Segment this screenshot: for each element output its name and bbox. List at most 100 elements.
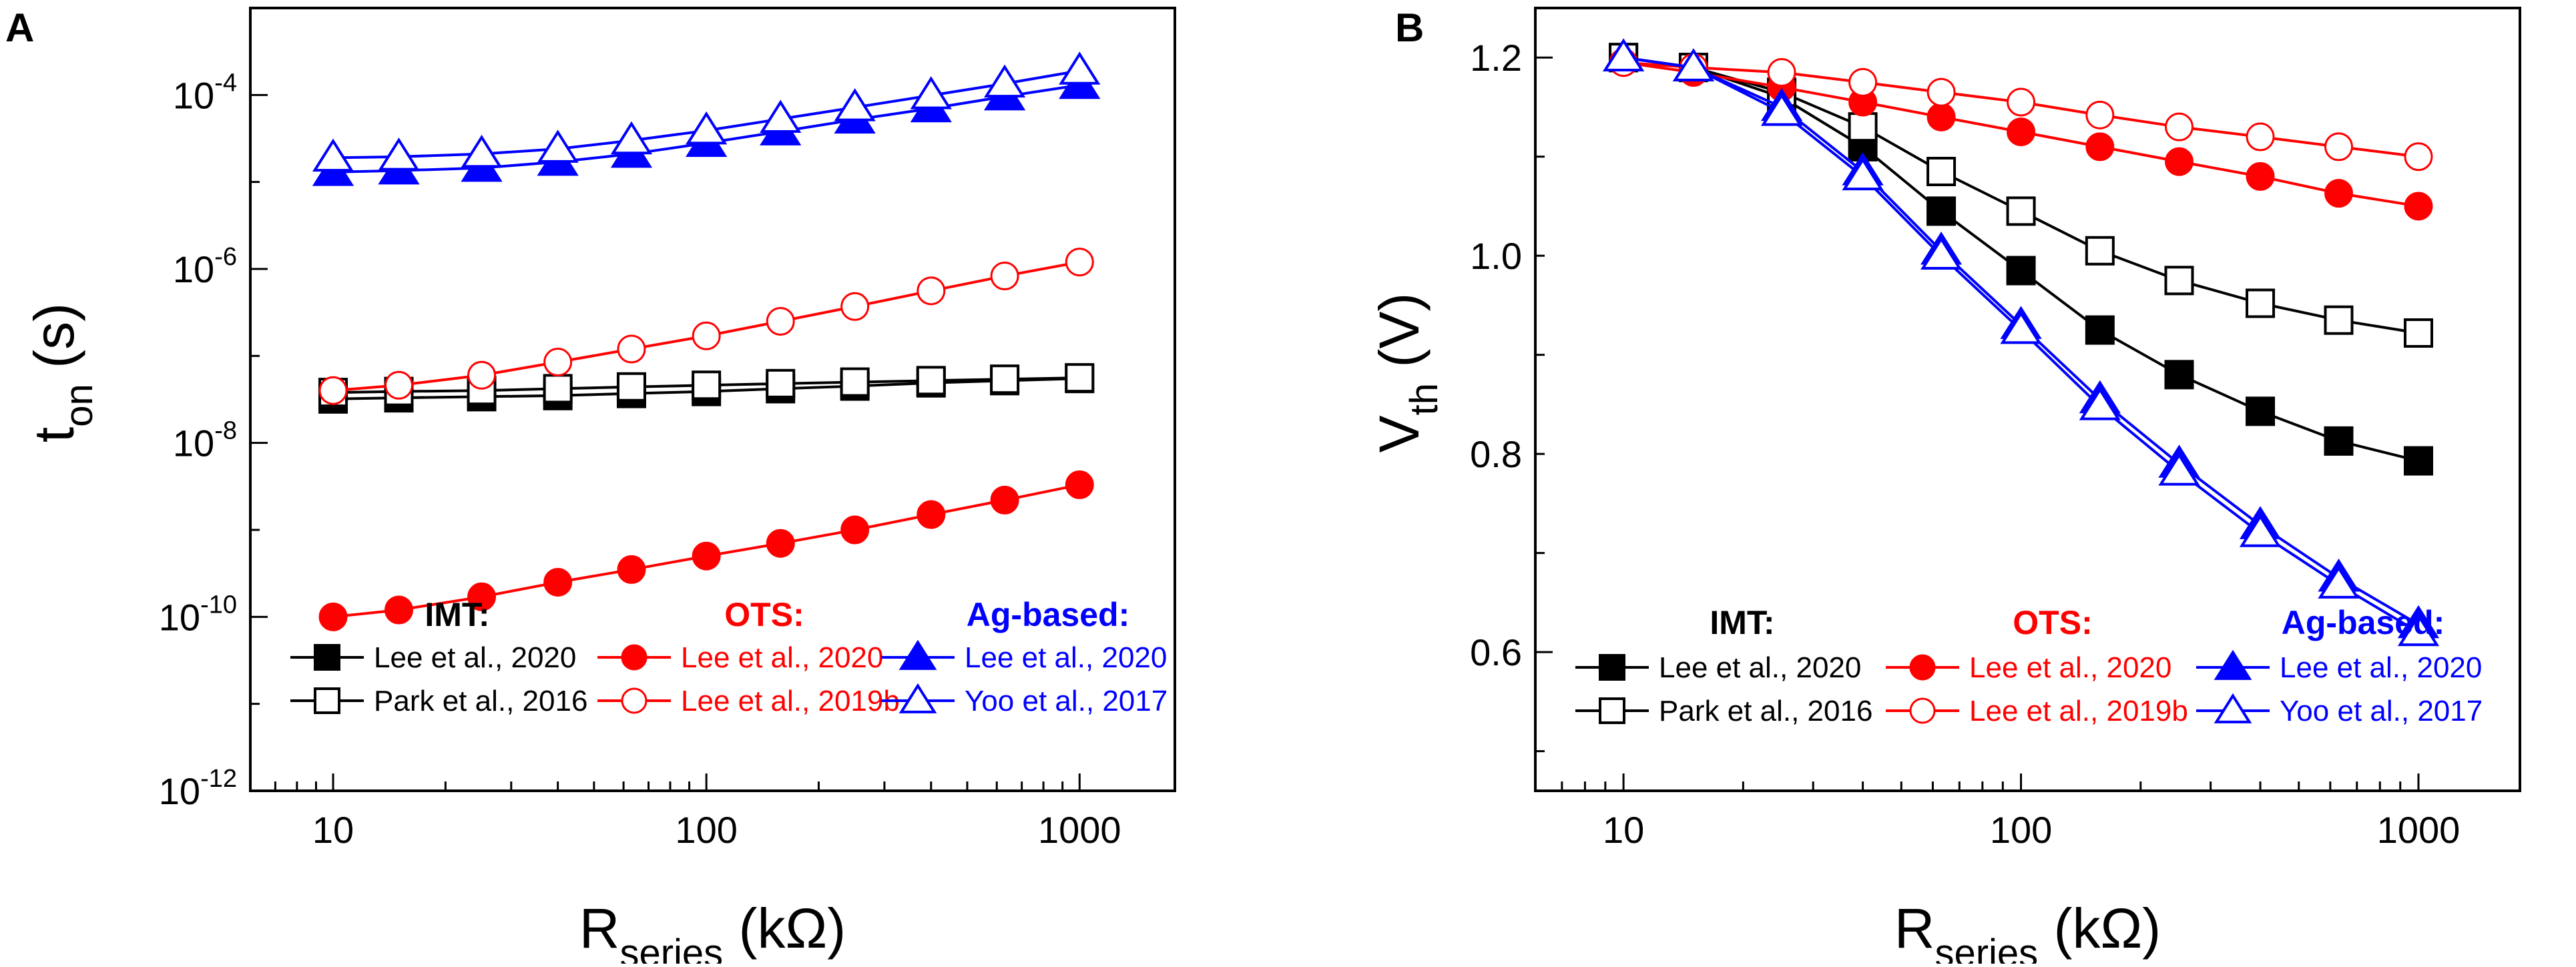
legend-label: Yoo et al., 2017	[2280, 695, 2483, 727]
x-axis-label: Rseries (kΩ)	[579, 897, 846, 964]
data-point	[2246, 162, 2275, 191]
legend-label: Lee et al., 2020	[965, 641, 1167, 674]
panel-letter: B	[1395, 5, 1424, 50]
data-point	[766, 306, 795, 336]
y-tick-base: 10	[173, 248, 214, 290]
legend-entry: Park et al., 2016	[1575, 695, 1872, 727]
data-point	[2165, 112, 2194, 141]
data-point	[2246, 288, 2276, 318]
data-point	[910, 76, 952, 109]
legend-marker	[1909, 697, 1936, 724]
legend-label: Lee et al., 2020	[681, 641, 883, 674]
legend-label: Lee et al., 2020	[1659, 651, 1861, 684]
plot-frame	[1534, 7, 2521, 792]
data-point	[2085, 132, 2115, 162]
y-axis-label-sub: on	[57, 384, 101, 427]
x-axis-label-unit: (kΩ)	[723, 897, 846, 960]
data-point	[384, 595, 413, 625]
legend-marker	[2214, 649, 2252, 680]
legend-entry: Park et al., 2016	[290, 685, 587, 717]
data-point	[543, 567, 573, 597]
legend-group-header: OTS:	[724, 596, 804, 633]
data-point	[766, 368, 796, 398]
data-point	[1926, 156, 1957, 186]
y-axis-ticks	[1535, 56, 1553, 753]
data-point	[840, 515, 870, 545]
legend-marker	[314, 644, 340, 671]
y-tick-label: 10-12	[159, 765, 237, 812]
data-point	[318, 602, 348, 631]
x-axis-label-sub: series	[1935, 932, 2038, 964]
data-point	[2000, 310, 2042, 344]
x-axis-ticks	[1534, 773, 2420, 791]
panel-letter: A	[5, 5, 34, 50]
data-point	[537, 129, 579, 163]
y-tick-base: 10	[173, 74, 214, 116]
x-axis-label-main: R	[579, 897, 620, 960]
data-point	[1767, 58, 1796, 87]
x-tick-label: 10	[312, 809, 354, 851]
y-tick-base: 10	[159, 596, 200, 638]
data-point	[2007, 87, 2036, 117]
data-point	[1842, 157, 1884, 191]
y-axis-label-sub: th	[1402, 383, 1446, 415]
legend-group-header: Ag-based:	[967, 596, 1129, 633]
legend-entry: Lee et al., 2019b	[597, 685, 900, 717]
data-point	[1926, 196, 1957, 226]
y-tick-label: 0.6	[1470, 631, 1522, 673]
legend-marker	[1599, 697, 1625, 724]
y-axis-label: ton (s)	[23, 303, 101, 442]
data-point	[617, 334, 646, 364]
series-ag-based-open	[1602, 38, 2440, 647]
data-point	[1760, 93, 1803, 126]
data-point	[318, 376, 348, 405]
data-point	[312, 138, 354, 172]
data-point	[692, 370, 722, 400]
legend-label: Lee et al., 2019b	[681, 685, 900, 717]
legend-label: Lee et al., 2019b	[1969, 695, 2188, 727]
legend: IMT: OTS: Ag-based: Lee et al., 2020 Park et…	[290, 596, 1168, 717]
legend-marker	[314, 687, 340, 714]
legend-marker	[1909, 654, 1936, 681]
x-axis-ticks	[249, 773, 1081, 791]
data-point	[990, 364, 1020, 394]
data-point	[2164, 266, 2194, 296]
data-point	[1065, 363, 1095, 393]
data-point	[2324, 426, 2354, 456]
x-axis-label-sub: series	[619, 932, 723, 964]
legend-label: Park et al., 2016	[1659, 695, 1872, 727]
legend-label: Lee et al., 2020	[1969, 651, 2171, 684]
data-point	[2007, 117, 2036, 147]
y-tick-label: 10-6	[173, 243, 237, 290]
data-point	[834, 88, 876, 121]
legend-group-header: Ag-based:	[2282, 604, 2444, 641]
data-point	[2239, 514, 2282, 547]
panel-a: A10 100 100010-1210-1010-810-610-4Rseries …	[5, 5, 1176, 967]
legend-marker	[621, 687, 648, 714]
y-axis-label: Vth (V)	[1368, 293, 1446, 453]
y-tick-exponent: -12	[200, 765, 237, 793]
data-point	[2403, 318, 2433, 348]
data-point	[2324, 132, 2354, 162]
data-point	[1065, 248, 1094, 277]
y-tick-label: 10-4	[173, 69, 237, 116]
y-axis-label-unit: (V)	[1368, 293, 1431, 383]
data-point	[1059, 51, 1101, 85]
legend-label: Lee et al., 2020	[374, 641, 576, 674]
data-point	[692, 321, 721, 350]
data-point	[2085, 315, 2115, 345]
data-point	[686, 111, 728, 145]
data-point	[543, 348, 573, 377]
y-tick-label: 10-8	[173, 417, 237, 464]
data-point	[2404, 192, 2433, 221]
series-ag-based-open	[312, 51, 1101, 172]
data-point	[2006, 196, 2036, 226]
legend-marker	[621, 644, 648, 671]
legend-entry: Lee et al., 2020	[597, 641, 883, 674]
data-point	[2165, 147, 2194, 176]
data-point	[2085, 100, 2115, 129]
series-ots-open	[318, 248, 1094, 405]
legend-entry: Lee et al., 2020	[290, 641, 576, 674]
